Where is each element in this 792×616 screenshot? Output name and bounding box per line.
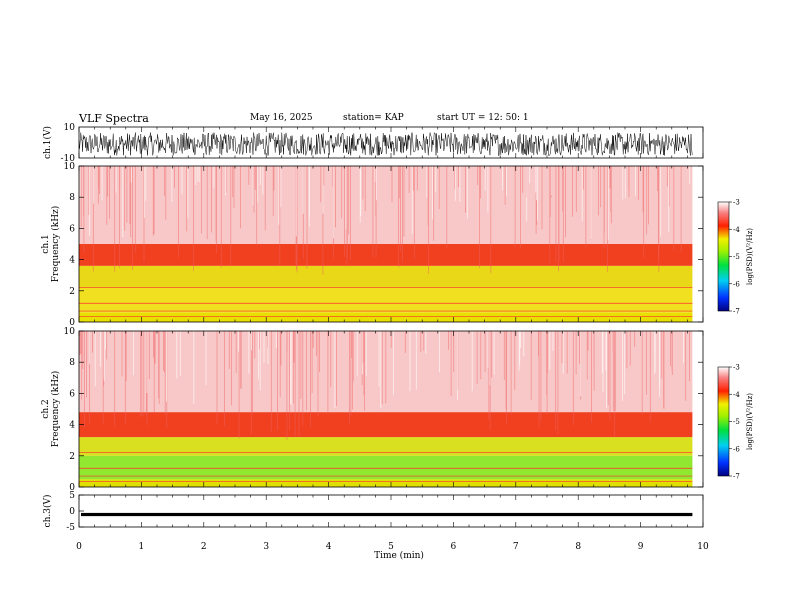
ch2-spectrogram-cb-label: log(PSD)(V²/Hz) <box>746 393 754 450</box>
x-ticklabel-2: 2 <box>201 542 207 552</box>
ch2-spectrogram-cb-ticklabel-4: -7 <box>733 473 740 481</box>
ch1-spectrogram-light-streaks <box>79 166 691 240</box>
x-ticklabel-1: 1 <box>139 542 145 552</box>
ch2-spectrogram-cb-ticklabel-1: -4 <box>733 391 740 399</box>
x-ticklabel-0: 0 <box>76 542 82 552</box>
ch1-spectrogram-cb-label: log(PSD)(V²/Hz) <box>746 228 754 285</box>
ch2-spectrogram-yticklabel-4: 8 <box>69 358 75 368</box>
ch1-spectrogram-yticklabel-5: 10 <box>64 162 76 172</box>
station-label: station= KAP <box>343 113 404 123</box>
ch3-waveform-yticklabel-2: -5 <box>66 523 75 533</box>
ch2-spectrogram-yticklabel-2: 4 <box>69 421 75 431</box>
ch1-spectrogram-band-2 <box>79 265 693 288</box>
ch2-spectrogram-ylabel-freq: Frequency (kHz) <box>50 371 61 448</box>
ch2-spectrogram-yticklabel-3: 6 <box>69 389 75 399</box>
ch1-spectrogram-cb-ticklabel-3: -6 <box>733 280 740 288</box>
ch3-waveform-ylabel: ch.3(V) <box>42 495 53 528</box>
date-label: May 16, 2025 <box>250 113 313 123</box>
ch2-spectrogram-cb-ticklabel-0: -3 <box>733 364 740 372</box>
ch1-spectrogram-band-4 <box>79 166 693 244</box>
ch2-spectrogram-band-1 <box>79 455 693 480</box>
ch1-waveform-ylabel: ch.1(V) <box>42 126 53 159</box>
x-ticklabel-4: 4 <box>326 542 332 552</box>
ch2-spectrogram-cb-ticklabel-2: -5 <box>733 418 740 426</box>
x-ticklabel-3: 3 <box>263 542 269 552</box>
ch1-waveform-yticklabel-1: -10 <box>61 154 76 164</box>
x-ticklabel-9: 9 <box>638 542 644 552</box>
ch1-spectrogram-yticklabel-3: 6 <box>69 224 75 234</box>
ch2-spectrogram-yticklabel-5: 10 <box>64 327 76 337</box>
ch1-spectrogram-band-1 <box>79 287 693 313</box>
ch1-spectrogram-cb-ticklabel-4: -7 <box>733 308 740 316</box>
ch1-spectrogram-yticklabel-4: 8 <box>69 193 75 203</box>
ch1-waveform-trace <box>78 132 693 157</box>
x-axis-label: Time (min) <box>374 550 424 561</box>
ch3-waveform-yticklabel-0: 5 <box>69 491 75 501</box>
ch1-spectrogram-band-3 <box>79 244 693 266</box>
figure-title: VLF Spectra <box>79 112 149 125</box>
ch2-spectrogram-band-0 <box>79 479 693 487</box>
ch1-spectrogram-ylabel-ch: ch.1 <box>41 234 51 253</box>
ch3-waveform-yticklabel-1: 0 <box>69 507 75 517</box>
ch3-waveform-trace <box>81 512 693 517</box>
ch2-spectrogram-ylabel-ch: ch.2 <box>41 399 51 418</box>
ch1-spectrogram-ylabel-freq: Frequency (kHz) <box>50 206 61 283</box>
ch2-spectrogram-band-2 <box>79 437 693 456</box>
ch2-spectrogram-colorbar <box>717 366 730 477</box>
ch1-spectrogram-cb-ticklabel-2: -5 <box>733 253 740 261</box>
ch1-spectrogram-band-0 <box>79 312 693 322</box>
ch1-spectrogram-cb-ticklabel-1: -4 <box>733 226 740 234</box>
start-time-label: start UT = 12: 50: 1 <box>437 113 529 123</box>
ch2-spectrogram-cb-ticklabel-3: -6 <box>733 445 740 453</box>
ch1-spectrogram-cb-ticklabel-0: -3 <box>733 199 740 207</box>
x-ticklabel-5: 5 <box>388 542 394 552</box>
ch1-spectrogram-colorbar <box>717 201 730 312</box>
ch1-spectrogram-yticklabel-1: 2 <box>69 287 75 297</box>
x-ticklabel-7: 7 <box>513 542 519 552</box>
ch2-spectrogram-band-3 <box>79 412 693 438</box>
ch2-spectrogram-light-streaks <box>89 331 684 409</box>
x-ticklabel-10: 10 <box>697 542 709 552</box>
ch2-spectrogram-yticklabel-0: 0 <box>69 483 75 493</box>
ch1-spectrogram-yticklabel-0: 0 <box>69 318 75 328</box>
ch1-waveform-yticklabel-0: 10 <box>64 123 76 133</box>
x-ticklabel-6: 6 <box>451 542 457 552</box>
ch2-spectrogram-yticklabel-1: 2 <box>69 452 75 462</box>
ch1-spectrogram-yticklabel-2: 4 <box>69 256 75 266</box>
x-ticklabel-8: 8 <box>575 542 581 552</box>
